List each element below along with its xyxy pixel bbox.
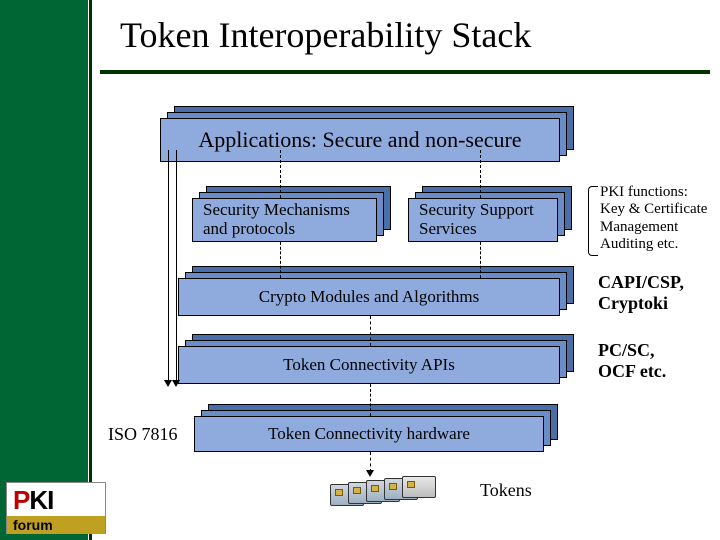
conn-crypto-api	[370, 316, 371, 346]
title-underline	[100, 70, 710, 74]
label-tokens: Tokens	[480, 480, 532, 501]
box-token-apis: Token Connectivity APIs	[178, 346, 560, 384]
arrow-hw-tokens	[366, 470, 374, 477]
box-label: Security Support Services	[408, 198, 558, 242]
brace-pki	[588, 186, 598, 256]
label-pki-functions: PKI functions:Key & CertificateManagemen…	[600, 184, 720, 253]
box-label: Security Mechanisms and protocols	[192, 198, 377, 242]
box-token-hardware: Token Connectivity hardware	[194, 416, 544, 452]
box-security-mechanisms: Security Mechanisms and protocols	[192, 198, 377, 242]
pki-forum-logo: PKI forum	[6, 482, 106, 534]
label-capi: CAPI/CSP,Cryptoki	[598, 272, 718, 313]
page-title: Token Interoperability Stack	[120, 14, 700, 56]
token-icons	[330, 478, 470, 508]
logo-pki-text: PKI	[7, 483, 105, 516]
conn-apps-supp	[480, 150, 481, 198]
conn-mech-crypto	[280, 242, 281, 278]
box-label: Applications: Secure and non-secure	[160, 118, 560, 162]
box-applications: Applications: Secure and non-secure	[160, 118, 560, 162]
box-label: Token Connectivity APIs	[178, 346, 560, 384]
conn-hw-tokens	[370, 452, 371, 472]
token-card-icon	[402, 476, 436, 498]
box-crypto-modules: Crypto Modules and Algorithms	[178, 278, 560, 316]
conn-supp-crypto	[480, 242, 481, 278]
connector-left-2	[176, 150, 177, 382]
logo-forum-text: forum	[7, 516, 105, 534]
box-label: Crypto Modules and Algorithms	[178, 278, 560, 316]
sidebar-fill	[0, 0, 88, 540]
label-iso7816: ISO 7816	[108, 424, 178, 445]
conn-apps-mech	[280, 150, 281, 198]
arrow-left-1	[164, 380, 172, 387]
box-label: Token Connectivity hardware	[194, 416, 544, 452]
box-security-support: Security Support Services	[408, 198, 558, 242]
connector-left-1	[168, 150, 169, 382]
label-pcsc: PC/SC,OCF etc.	[598, 340, 718, 381]
sidebar-band	[0, 0, 92, 540]
conn-api-hw	[370, 384, 371, 416]
arrow-left-2	[172, 380, 180, 387]
